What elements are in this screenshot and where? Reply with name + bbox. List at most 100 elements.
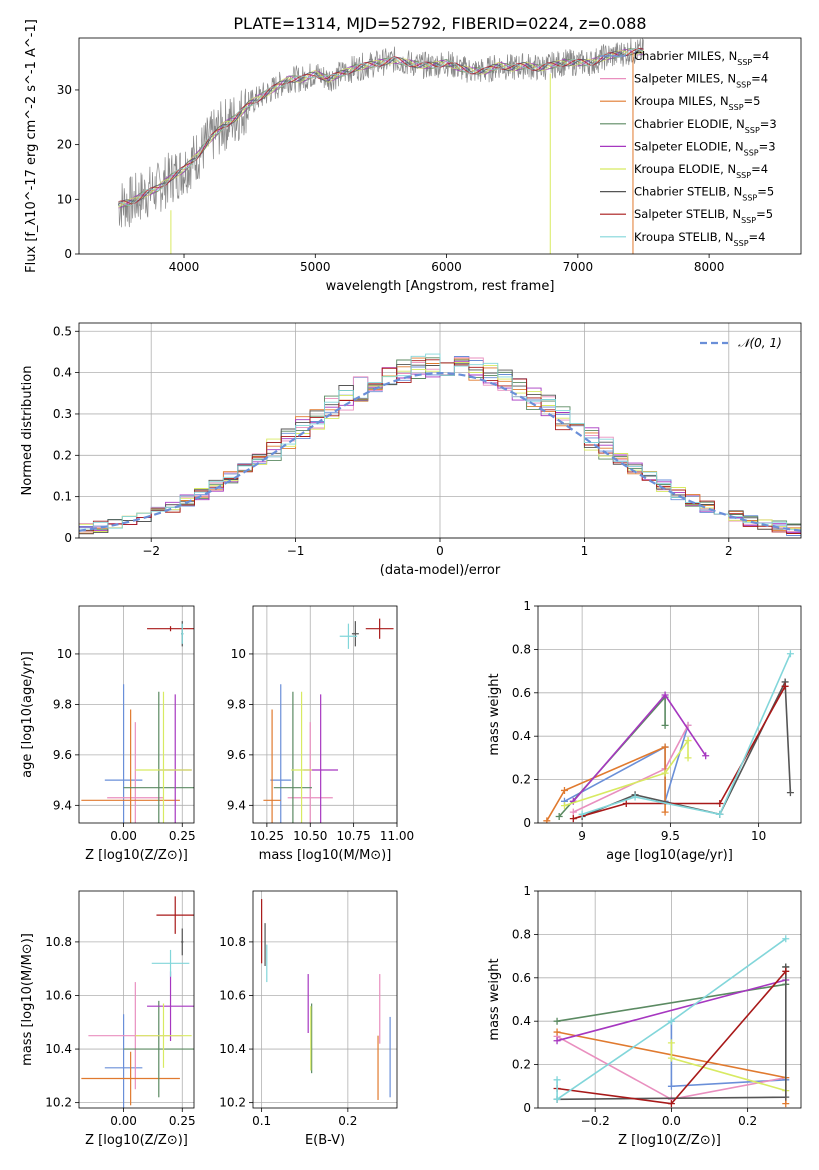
x-tick-label: 10.50: [293, 829, 327, 843]
plot-area: [118, 38, 644, 254]
legend-label: Chabrier MILES, NSSP=4: [634, 49, 769, 67]
x-axis-label: wavelength [Angstrom, rest frame]: [326, 279, 555, 294]
plus-marker: [667, 1082, 675, 1090]
mass-weight-line: [573, 685, 786, 820]
y-tick-label: 30: [57, 83, 72, 97]
plus-marker: [553, 1028, 561, 1036]
mass-weight-line: [581, 653, 792, 816]
y-tick-label: 0.2: [512, 1058, 531, 1072]
y-tick-label: 9.4: [227, 798, 246, 812]
legend-label: Salpeter MILES, NSSP=4: [634, 72, 768, 90]
y-tick-label: 0.8: [512, 642, 531, 656]
figure-title: PLATE=1314, MJD=52792, FIBERID=0224, z=0…: [233, 14, 646, 33]
y-tick-label: 0.6: [512, 971, 531, 985]
x-tick-label: 0.25: [169, 829, 196, 843]
y-tick-label: 0.3: [53, 407, 72, 421]
legend: 𝒩(0, 1): [700, 336, 782, 350]
y-axis-label: Flux [f_λ10^-17 erg cm^-2 s^-1 A^-1]: [24, 19, 39, 273]
y-tick-label: 10.6: [45, 988, 72, 1002]
mass-weight-line: [581, 678, 792, 818]
plus-marker: [569, 815, 577, 823]
axes-frame: [537, 605, 802, 824]
error-bar-point: [147, 971, 194, 1042]
mass-weight-line: [564, 737, 689, 807]
y-tick-label: 0.2: [53, 448, 72, 462]
plus-marker: [553, 1037, 561, 1045]
plot-area: [261, 899, 391, 1100]
error-bar-point: [291, 691, 312, 823]
x-tick-label: 0.2: [338, 1114, 357, 1128]
panel-mass-weight-vs-age: 9 9.5 10 0 0.2 0.4 0.6 0.8 1 age [log10(age/yr)] m…: [487, 599, 802, 863]
plus-marker: [716, 810, 724, 818]
mass-weight-line: [556, 979, 787, 1042]
y-tick-label: 0.2: [512, 773, 531, 787]
axes-frame: [78, 37, 802, 255]
plot-area: [81, 621, 194, 823]
panel-residuals: −2 −1 0 1 2 0 0.1 0.2 0.3 0.4 0.5 𝒩(0, 1) (data-mode…: [20, 322, 802, 578]
axes-frame: [252, 890, 398, 1109]
panel-mass-vs-ebv: 0.1 0.2 10.2 10.4 10.6 10.8 E(B-V): [219, 890, 398, 1148]
spectrum-model-line: [118, 48, 644, 205]
plus-marker: [667, 1017, 675, 1025]
y-tick-label: 9.4: [53, 798, 72, 812]
histogram-step-line: [79, 353, 801, 531]
panel-age-vs-mass: 10.25 10.50 10.75 11.00 9.4 9.6 9.8 10 mass [log…: [227, 605, 414, 863]
x-tick-label: 8000: [694, 260, 725, 274]
x-axis-label: Z [log10(Z/Z⊙)]: [85, 1133, 188, 1148]
y-tick-label: 10: [57, 192, 72, 206]
error-bar-point: [104, 684, 143, 823]
plus-marker: [560, 786, 568, 794]
y-tick-label: 10.4: [45, 1042, 72, 1056]
y-tick-label: 0.6: [512, 686, 531, 700]
y-tick-label: 0.1: [53, 490, 72, 504]
y-tick-label: 10.6: [219, 988, 246, 1002]
legend-label: Chabrier STELIB, NSSP=5: [634, 185, 774, 203]
x-tick-label: −1: [287, 544, 305, 558]
plus-marker: [684, 737, 692, 745]
error-bar-point: [270, 684, 292, 823]
error-bar-point: [181, 928, 184, 956]
y-tick-label: 0: [523, 816, 531, 830]
plus-marker: [631, 793, 639, 801]
error-bar-point: [135, 1003, 192, 1068]
axes-frame: [78, 890, 195, 1109]
plus-marker: [622, 799, 630, 807]
legend-label: Salpeter STELIB, NSSP=5: [634, 207, 773, 225]
y-axis-label: mass weight: [487, 958, 502, 1040]
plus-marker: [667, 1100, 675, 1108]
spectrum-model-line: [118, 47, 644, 206]
x-tick-label: 11.00: [380, 829, 414, 843]
x-tick-label: 0.1: [252, 1114, 271, 1128]
plus-marker: [578, 810, 586, 818]
error-bar-point: [156, 896, 194, 934]
gaussian-curve: [79, 372, 801, 532]
plot-area: [263, 618, 394, 823]
x-axis-label: mass [log10(M/M⊙)]: [259, 848, 392, 863]
x-axis-label: Z [log10(Z/Z⊙)]: [618, 1133, 721, 1148]
error-bar-point: [351, 621, 359, 647]
panel-mass-vs-Z: 0.00 0.25 10.2 10.4 10.6 10.8 Z [log10(Z/Z⊙)] m…: [20, 890, 196, 1148]
plus-marker: [782, 935, 790, 943]
legend-label: Kroupa STELIB, NSSP=4: [634, 230, 765, 248]
y-tick-label: 0.4: [512, 1014, 531, 1028]
x-tick-label: 6000: [431, 260, 462, 274]
error-bar-point: [147, 626, 194, 632]
y-tick-label: 10.8: [45, 935, 72, 949]
legend-label: 𝒩(0, 1): [738, 336, 782, 350]
y-tick-label: 0: [523, 1101, 531, 1115]
plus-marker: [560, 802, 568, 810]
spectrum-model-line: [118, 47, 644, 206]
axes-frame: [78, 605, 195, 824]
plus-marker: [782, 1100, 790, 1108]
plus-marker: [782, 1093, 790, 1101]
plot-area: [79, 353, 801, 536]
spectrum-model-line: [118, 47, 644, 205]
x-tick-label: 9: [578, 829, 586, 843]
plus-marker: [716, 799, 724, 807]
spectrum-model-line: [118, 47, 644, 205]
mass-weight-line: [670, 1021, 786, 1088]
plus-marker: [781, 682, 789, 690]
error-bar-point: [104, 1014, 143, 1108]
mass-weight-line: [556, 938, 787, 1101]
